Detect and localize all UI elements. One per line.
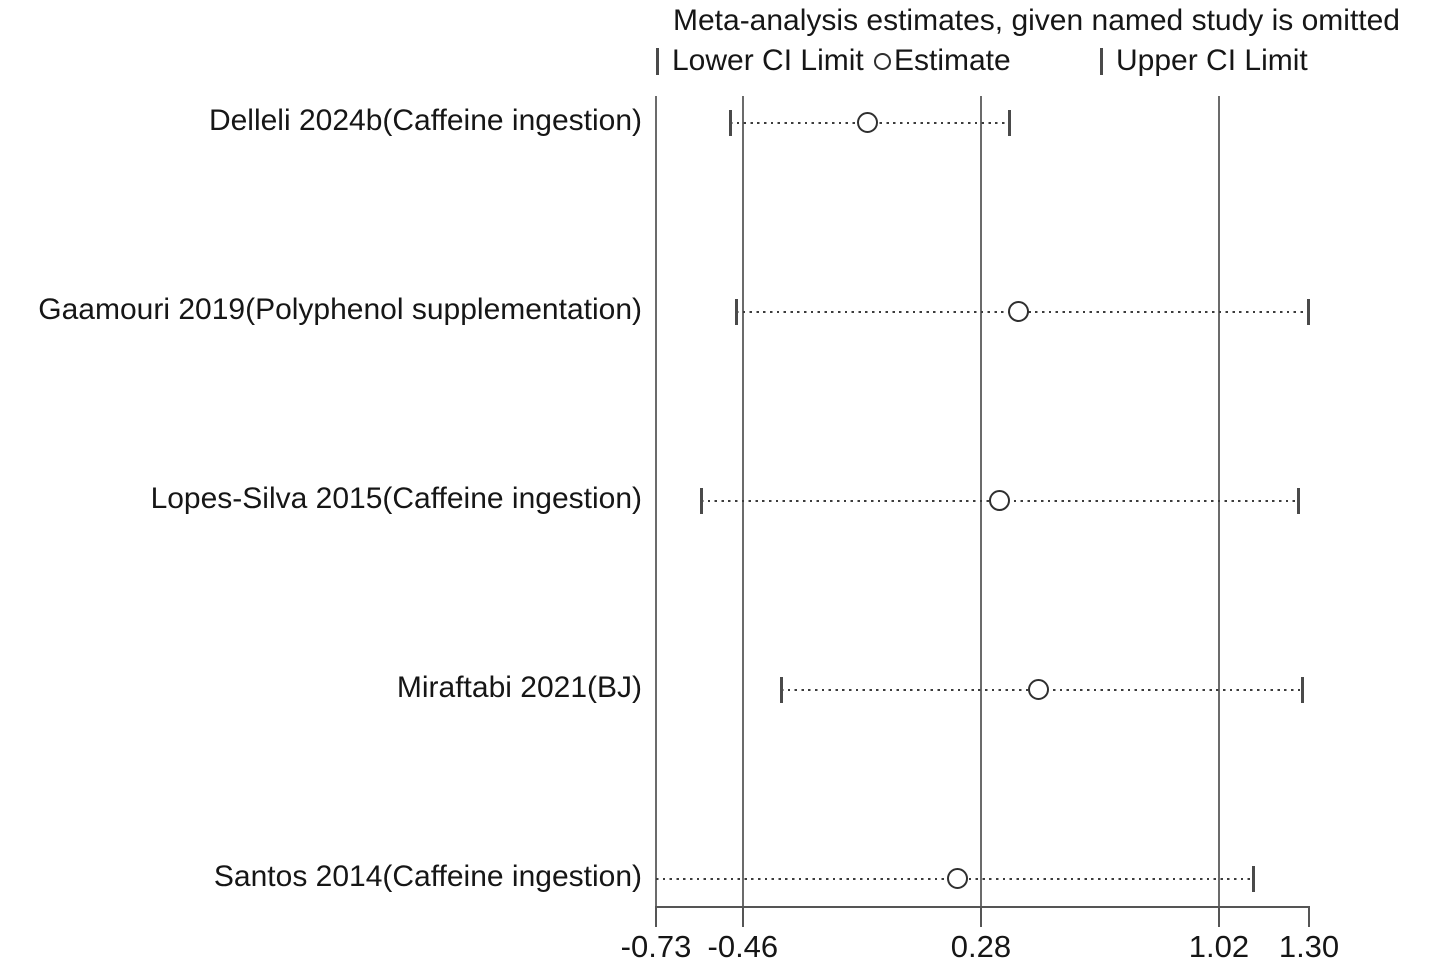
reference-line-overall-lower-ci	[741, 96, 744, 927]
estimate-marker-icon	[874, 52, 891, 70]
legend-item-lower-ci: Lower CI Limit	[656, 44, 864, 78]
ci-upper-cap	[1297, 488, 1301, 514]
legend: Lower CI Limit Estimate Upper CI Limit	[0, 44, 1429, 80]
ci-lower-cap	[735, 299, 739, 325]
estimate-marker	[1027, 679, 1049, 700]
reference-line-overall-upper-ci	[1217, 96, 1220, 927]
legend-item-upper-ci: Upper CI Limit	[1100, 44, 1308, 78]
ci-lower-cap	[728, 110, 732, 136]
legend-item-estimate: Estimate	[874, 44, 1011, 78]
y-axis-frame-line	[655, 96, 657, 927]
ci-upper-cap	[1300, 677, 1304, 703]
estimate-marker	[857, 112, 879, 133]
estimate-marker	[989, 490, 1011, 511]
ci-upper-cap	[1007, 110, 1011, 136]
x-axis-tick-label: -0.73	[620, 929, 692, 963]
ci-lower-cap	[780, 677, 784, 703]
lower-ci-tick-icon	[656, 47, 659, 75]
upper-ci-tick-icon	[1100, 47, 1103, 75]
estimate-marker	[947, 868, 969, 889]
x-axis-tick	[1308, 906, 1310, 927]
x-axis-tick-label: 1.02	[1188, 929, 1250, 963]
study-label: Santos 2014(Caffeine ingestion)	[213, 860, 642, 893]
legend-upper-ci-label: Upper CI Limit	[1116, 44, 1308, 77]
chart-title: Meta-analysis estimates, given named stu…	[673, 4, 1400, 37]
legend-estimate-label: Estimate	[894, 44, 1011, 77]
x-axis-tick	[655, 906, 657, 927]
study-label: Gaamouri 2019(Polyphenol supplementation…	[38, 293, 642, 326]
study-label: Lopes-Silva 2015(Caffeine ingestion)	[150, 482, 642, 515]
ci-upper-cap	[1307, 299, 1310, 325]
x-axis-tick	[741, 906, 744, 927]
x-axis-line	[655, 906, 1310, 908]
x-axis-tick-label: -0.46	[707, 929, 779, 963]
legend-lower-ci-label: Lower CI Limit	[672, 44, 864, 77]
ci-upper-cap	[1252, 866, 1256, 892]
x-axis-tick	[979, 906, 982, 927]
x-axis-tick	[1217, 906, 1220, 927]
reference-line-overall-estimate	[979, 96, 982, 927]
ci-lower-cap	[700, 488, 704, 514]
x-axis-tick-label: 1.30	[1278, 929, 1340, 963]
estimate-marker	[1008, 301, 1030, 322]
study-label: Delleli 2024b(Caffeine ingestion)	[208, 104, 642, 137]
study-label: Miraftabi 2021(BJ)	[396, 671, 642, 704]
x-axis-tick-label: 0.28	[950, 929, 1012, 963]
